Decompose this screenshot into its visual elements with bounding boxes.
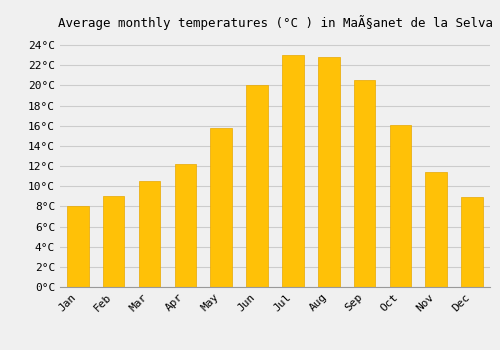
Bar: [210, 128, 232, 287]
Bar: [103, 196, 124, 287]
Bar: [174, 164, 196, 287]
Bar: [246, 85, 268, 287]
Bar: [462, 197, 483, 287]
Bar: [282, 55, 304, 287]
Bar: [139, 181, 160, 287]
Bar: [67, 206, 88, 287]
Bar: [318, 57, 340, 287]
Bar: [426, 172, 447, 287]
Bar: [390, 125, 411, 287]
Title: Average monthly temperatures (°C ) in MaÃ§anet de la Selva: Average monthly temperatures (°C ) in Ma…: [58, 15, 492, 30]
Bar: [354, 80, 376, 287]
